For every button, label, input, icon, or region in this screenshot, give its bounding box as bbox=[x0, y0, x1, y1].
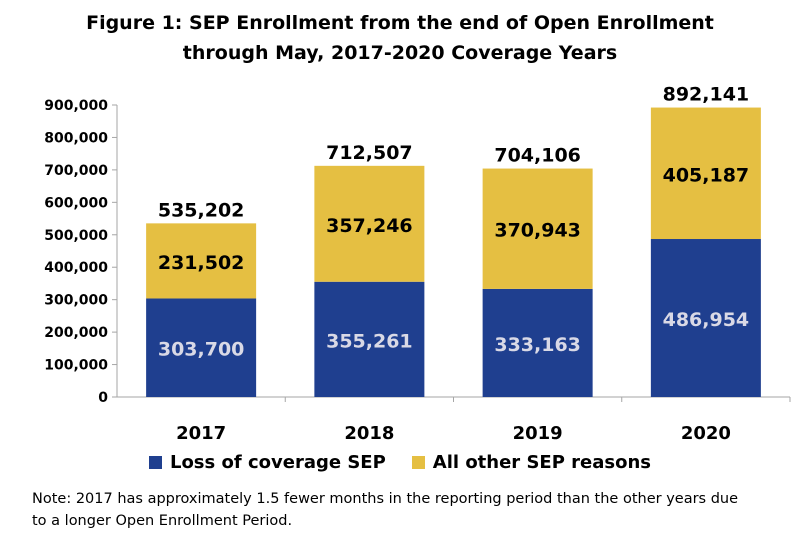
legend-entry-other: All other SEP reasons bbox=[411, 452, 652, 473]
data-label-total-2020: 892,141 bbox=[663, 84, 750, 106]
y-tick-label: 0 bbox=[98, 390, 108, 406]
data-label-loss-2019: 333,163 bbox=[494, 334, 581, 356]
chart-title: Figure 1: SEP Enrollment from the end of… bbox=[0, 8, 800, 68]
data-label-loss-2020: 486,954 bbox=[663, 309, 750, 331]
data-label-loss-2017: 303,700 bbox=[158, 339, 245, 361]
legend: Loss of coverage SEP All other SEP reaso… bbox=[0, 452, 800, 473]
chart-plot: 0 100,000 200,000 300,000 400,000 500,000 600,… bbox=[44, 84, 791, 444]
chart-title-line1: Figure 1: SEP Enrollment from the end of… bbox=[86, 12, 714, 34]
x-tick-label-2018: 2018 bbox=[344, 423, 394, 444]
y-tick-label: 400,000 bbox=[44, 260, 108, 276]
bar-loss-2020 bbox=[650, 239, 761, 397]
data-label-other-2020: 405,187 bbox=[663, 164, 750, 186]
legend-label-other: All other SEP reasons bbox=[432, 452, 652, 473]
data-label-other-2018: 357,246 bbox=[326, 215, 413, 237]
x-tick-label-2020: 2020 bbox=[681, 423, 731, 444]
bar-other-2018 bbox=[314, 165, 425, 282]
data-label-total-2019: 704,106 bbox=[494, 145, 581, 167]
y-tick-label: 600,000 bbox=[44, 195, 108, 211]
x-tick-label-2019: 2019 bbox=[513, 423, 563, 444]
data-label-other-2017: 231,502 bbox=[158, 252, 245, 274]
legend-label-loss: Loss of coverage SEP bbox=[169, 452, 386, 473]
data-label-total-2017: 535,202 bbox=[158, 199, 245, 221]
y-tick-label: 900,000 bbox=[44, 98, 108, 114]
data-label-total-2018: 712,507 bbox=[326, 142, 413, 164]
y-tick-label: 100,000 bbox=[44, 358, 108, 374]
bar-other-2017 bbox=[146, 223, 257, 299]
bar-other-2019 bbox=[482, 168, 593, 289]
y-tick-label: 200,000 bbox=[44, 325, 108, 341]
y-tick-label: 500,000 bbox=[44, 228, 108, 244]
bar-loss-2019 bbox=[482, 288, 593, 397]
legend-swatch-other bbox=[411, 456, 425, 469]
bar-other-2020 bbox=[650, 107, 761, 240]
y-tick-label: 800,000 bbox=[44, 130, 108, 146]
bar-loss-2017 bbox=[146, 298, 257, 397]
legend-swatch-loss bbox=[148, 456, 162, 469]
legend-entry-loss: Loss of coverage SEP bbox=[148, 452, 386, 473]
bar-loss-2018 bbox=[314, 281, 425, 397]
y-tick-label: 300,000 bbox=[44, 293, 108, 309]
data-label-loss-2018: 355,261 bbox=[326, 330, 413, 352]
chart-title-line2: through May, 2017-2020 Coverage Years bbox=[182, 42, 618, 64]
data-label-other-2019: 370,943 bbox=[494, 220, 581, 242]
y-tick-label: 700,000 bbox=[44, 163, 108, 179]
footnote: Note: 2017 has approximately 1.5 fewer m… bbox=[32, 491, 739, 529]
x-tick-label-2017: 2017 bbox=[176, 423, 226, 444]
